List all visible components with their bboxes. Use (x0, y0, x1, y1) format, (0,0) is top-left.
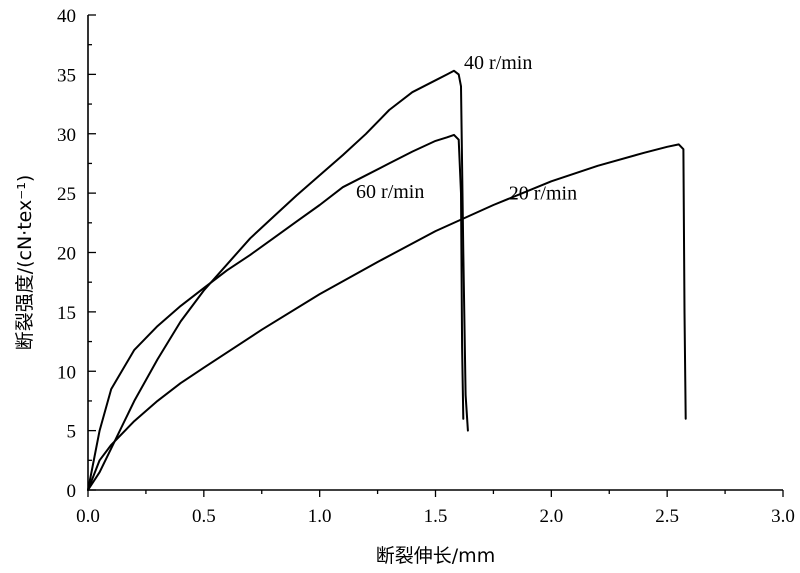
y-tick-label: 40 (57, 6, 76, 27)
series-labels: 40 r/min 60 r/min 20 r/min (356, 52, 577, 205)
y-tick-label: 35 (57, 65, 76, 86)
y-tick-label: 0 (67, 481, 77, 502)
y-ticks: 0 5 10 15 20 25 30 35 40 (57, 6, 96, 502)
series-label: 40 r/min (464, 52, 532, 74)
x-tick-label: 2.5 (655, 506, 679, 527)
y-tick-label: 10 (57, 362, 76, 383)
series-line (87, 133, 465, 491)
x-axis-title: 断裂伸长/mm (376, 545, 495, 567)
y-tick-label: 30 (57, 125, 76, 146)
x-tick-label: 0.5 (192, 506, 216, 527)
plot-area (87, 69, 687, 491)
y-tick-label: 15 (57, 303, 76, 324)
series-line (87, 143, 687, 491)
x-tick-label: 0.0 (76, 506, 100, 527)
series-label: 60 r/min (356, 181, 424, 203)
y-axis-title: 断裂强度/(cN·tex⁻¹) (14, 175, 36, 351)
y-tick-label: 20 (57, 244, 76, 265)
series-label: 20 r/min (509, 182, 577, 204)
series-line (87, 69, 469, 491)
x-tick-label: 2.0 (539, 506, 563, 527)
axes: 0.0 0.5 1.0 1.5 2.0 2.5 3.0 0 5 10 15 20 25 30 35 40 (57, 6, 795, 527)
y-tick-label: 5 (67, 422, 77, 443)
x-tick-label: 3.0 (771, 506, 795, 527)
x-ticks: 0.0 0.5 1.0 1.5 2.0 2.5 3.0 (76, 490, 795, 527)
y-tick-label: 25 (57, 184, 76, 205)
x-tick-label: 1.5 (424, 506, 448, 527)
x-tick-label: 1.0 (308, 506, 332, 527)
